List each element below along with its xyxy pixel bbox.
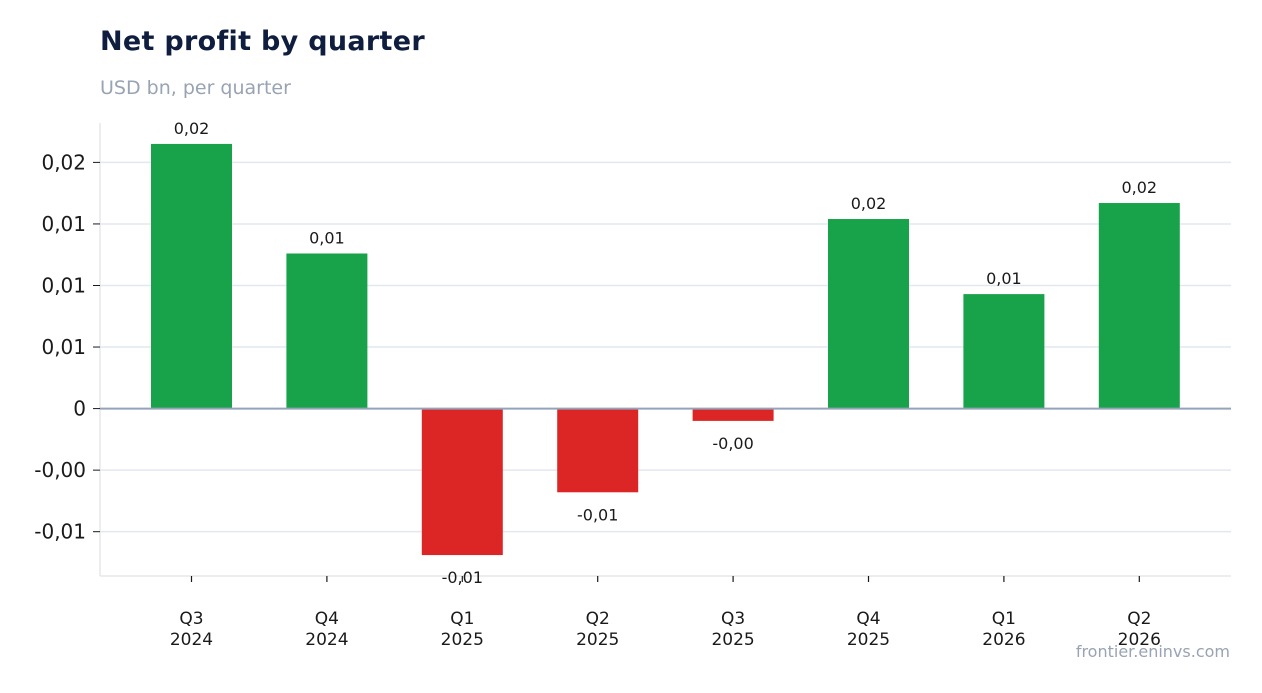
bars [151,143,1180,556]
y-tick-label: 0,02 [41,150,86,174]
data-labels: 0,02 0,01 -0,01 -0,01 -0,00 0,02 0,01 0,02 [174,119,1157,587]
bar[interactable] [151,143,232,409]
x-tick-label: Q1 2026 [982,609,1025,650]
y-axis: -0,01 -0,00 0 0,01 0,01 0,01 0,02 [34,150,100,544]
data-label: 0,01 [986,269,1022,288]
x-tick-label: Q4 2024 [305,609,348,650]
chart-title: Net profit by quarter [100,26,425,57]
y-tick-label: 0,01 [41,335,86,359]
bar[interactable] [828,219,909,409]
source-credit: frontier.eninvs.com [1075,642,1230,661]
gridlines [100,161,1231,533]
bar[interactable] [557,408,639,493]
bar[interactable] [286,253,368,409]
y-tick-label: 0,01 [41,212,86,236]
data-label: 0,01 [309,228,345,247]
bar[interactable] [963,294,1045,409]
x-tick-label: Q2 2025 [576,609,619,650]
x-tick-label: Q4 2025 [847,609,890,650]
data-label: 0,02 [1121,178,1157,197]
data-label: 0,02 [174,119,210,138]
bar[interactable] [692,408,774,421]
bar[interactable] [421,408,503,556]
x-tick-label: Q2 2026 [1118,609,1161,650]
chart-subtitle: USD bn, per quarter [100,77,291,99]
plot-frame [99,123,1231,577]
y-tick-label: 0,01 [41,273,86,297]
y-tick-label: -0,00 [34,458,86,482]
x-tick-label: Q3 2025 [711,609,754,650]
x-tick-label: Q1 2025 [441,609,484,650]
data-label: -0,01 [577,505,618,524]
x-axis: Q3 2024 Q4 2024 Q1 2025 Q2 2025 Q3 2025 Q4 2025 Q1 20… [170,576,1161,650]
y-tick-label: 0 [73,397,86,421]
data-label: 0,02 [851,194,887,213]
bar[interactable] [1098,203,1180,409]
x-tick-label: Q3 2024 [170,609,213,650]
y-tick-label: -0,01 [34,520,86,544]
data-label: -0,01 [442,568,483,587]
data-label: -0,00 [712,434,753,453]
